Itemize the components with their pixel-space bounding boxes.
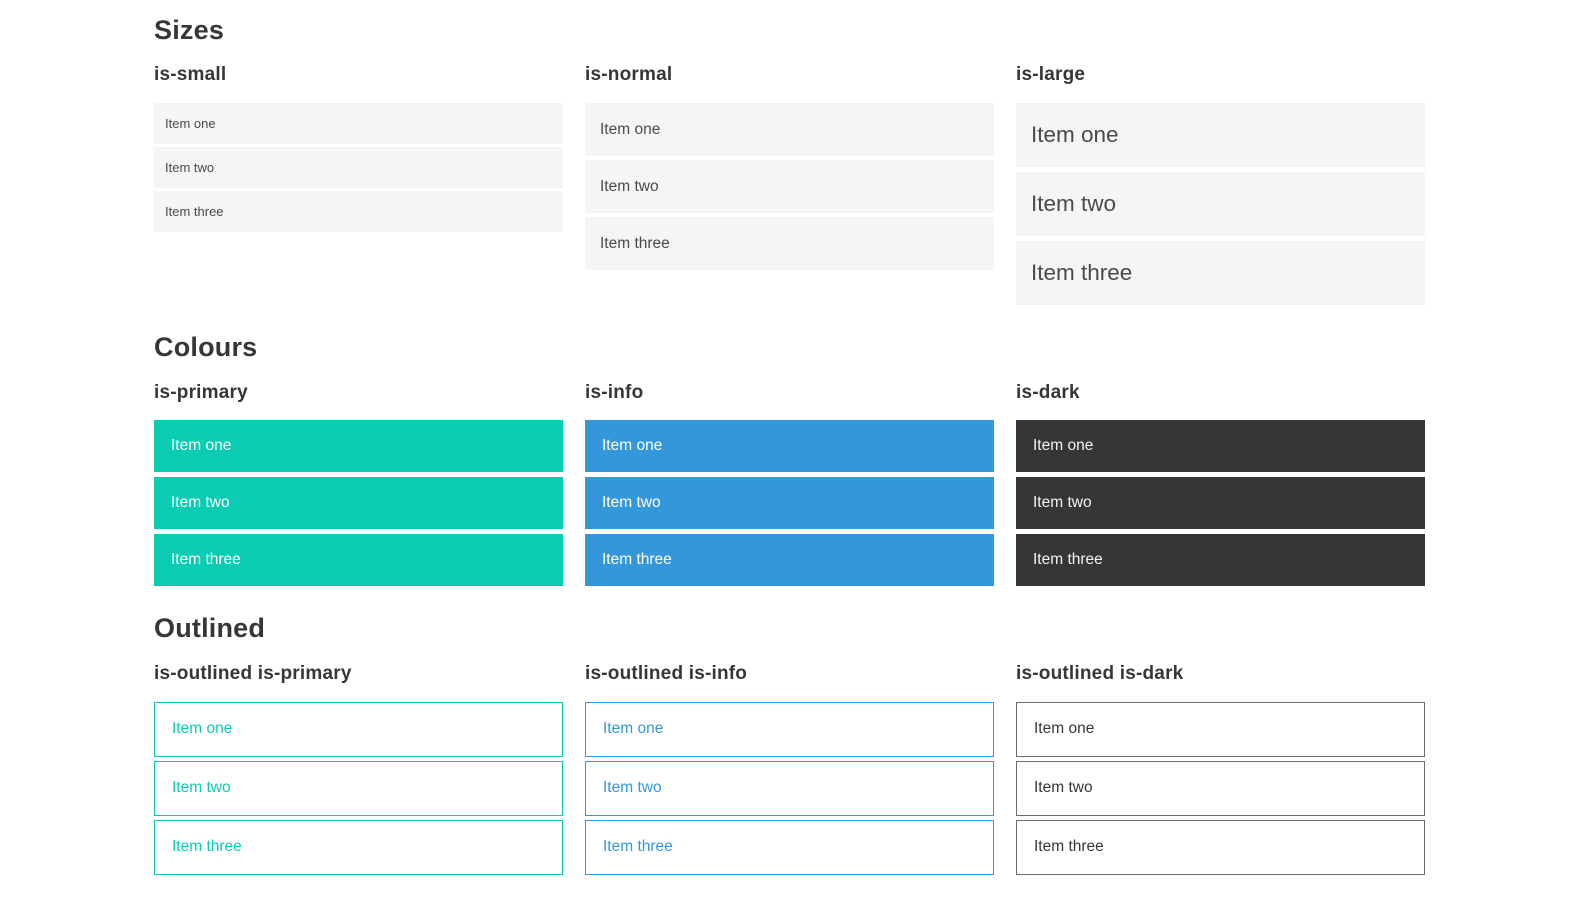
group-title-is-primary: is-primary [154, 381, 248, 403]
section-title-colours: Colours [154, 332, 258, 363]
list-item[interactable]: Item two [154, 477, 563, 530]
list-item[interactable]: Item two [1016, 760, 1425, 816]
list-item[interactable]: Item one [1016, 420, 1425, 473]
list-is-outlined-is-primary: Item one Item two Item three [154, 701, 563, 875]
list-item[interactable]: Item two [585, 160, 994, 214]
colours-columns: is-primary Item one Item two Item three … [154, 382, 1425, 587]
group-is-normal: is-normal Item one Item two Item three [585, 64, 994, 271]
group-title-is-small: is-small [154, 64, 227, 86]
list-item[interactable]: Item two [154, 147, 563, 189]
group-title-is-outlined-is-dark: is-outlined is-dark [1016, 662, 1184, 684]
group-title-is-outlined-is-primary: is-outlined is-primary [154, 662, 352, 684]
list-item[interactable]: Item two [154, 760, 563, 816]
list-item[interactable]: Item one [585, 103, 994, 157]
group-title-is-outlined-is-info: is-outlined is-info [585, 662, 748, 684]
group-is-outlined-is-info: is-outlined is-info Item one Item two It… [585, 663, 994, 875]
list-is-outlined-is-dark: Item one Item two Item three [1016, 701, 1425, 875]
group-is-small: is-small Item one Item two Item three [154, 64, 563, 233]
list-is-outlined-is-info: Item one Item two Item three [585, 701, 994, 875]
list-is-small: Item one Item two Item three [154, 103, 563, 233]
list-item[interactable]: Item two [1016, 172, 1425, 237]
list-item[interactable]: Item three [154, 191, 563, 233]
list-item[interactable]: Item one [154, 103, 563, 145]
group-title-is-info: is-info [585, 381, 644, 403]
list-item[interactable]: Item three [585, 217, 994, 271]
group-is-outlined-is-primary: is-outlined is-primary Item one Item two… [154, 663, 563, 875]
list-item[interactable]: Item two [585, 760, 994, 816]
list-item[interactable]: Item two [585, 477, 994, 530]
section-title-sizes: Sizes [154, 15, 225, 45]
list-item[interactable]: Item one [1016, 103, 1425, 168]
list-is-info: Item one Item two Item three [585, 420, 994, 587]
section-sizes: Sizes is-small Item one Item two Item th… [154, 14, 1425, 306]
list-item[interactable]: Item three [585, 534, 994, 587]
list-item[interactable]: Item three [1016, 241, 1425, 306]
group-title-is-normal: is-normal [585, 64, 673, 86]
list-is-dark: Item one Item two Item three [1016, 420, 1425, 587]
list-is-primary: Item one Item two Item three [154, 420, 563, 587]
group-is-info: is-info Item one Item two Item three [585, 382, 994, 587]
list-item[interactable]: Item one [1016, 701, 1425, 757]
group-is-dark: is-dark Item one Item two Item three [1016, 382, 1425, 587]
section-outlined: Outlined is-outlined is-primary Item one… [154, 612, 1425, 875]
list-item[interactable]: Item three [585, 819, 994, 875]
list-is-large: Item one Item two Item three [1016, 103, 1425, 306]
group-title-is-large: is-large [1016, 64, 1086, 86]
list-is-normal: Item one Item two Item three [585, 103, 994, 271]
outlined-columns: is-outlined is-primary Item one Item two… [154, 663, 1425, 875]
group-is-primary: is-primary Item one Item two Item three [154, 382, 563, 587]
list-item[interactable]: Item one [154, 701, 563, 757]
group-is-large: is-large Item one Item two Item three [1016, 64, 1425, 306]
list-item[interactable]: Item one [585, 420, 994, 473]
list-item[interactable]: Item one [154, 420, 563, 473]
group-title-is-dark: is-dark [1016, 381, 1080, 403]
list-item[interactable]: Item one [585, 701, 994, 757]
page-content: Sizes is-small Item one Item two Item th… [154, 14, 1425, 875]
list-item[interactable]: Item three [154, 819, 563, 875]
sizes-columns: is-small Item one Item two Item three is… [154, 64, 1425, 306]
group-is-outlined-is-dark: is-outlined is-dark Item one Item two It… [1016, 663, 1425, 875]
list-item[interactable]: Item two [1016, 477, 1425, 530]
section-colours: Colours is-primary Item one Item two Ite… [154, 331, 1425, 587]
section-title-outlined: Outlined [154, 613, 266, 644]
list-item[interactable]: Item three [1016, 534, 1425, 587]
list-item[interactable]: Item three [1016, 819, 1425, 875]
list-item[interactable]: Item three [154, 534, 563, 587]
